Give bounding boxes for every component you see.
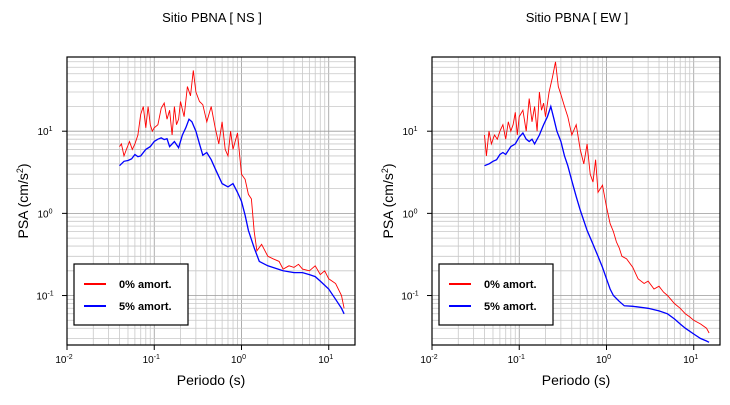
y-axis-label: PSA (cm/s2) — [380, 163, 396, 238]
y-tick-label: 101 — [37, 126, 52, 138]
chart-panel-0: Sitio PBNA [ NS ] 10-2 10-1 100 101 10-1 100 10… — [15, 10, 356, 388]
x-tick-label: 10-1 — [143, 354, 160, 366]
y-axis-label: PSA (cm/s2) — [15, 163, 31, 238]
x-tick-label: 10-1 — [508, 354, 525, 366]
series-line-5-amort- — [119, 118, 345, 315]
y-tick-label: 10-1 — [401, 291, 418, 303]
legend-label: 5% amort. — [484, 301, 537, 313]
plot-frame — [431, 56, 721, 346]
chart-panel-1: Sitio PBNA [ EW ] 10-2 10-1 100 101 10-1 100 10… — [380, 10, 721, 388]
series-line-0-amort- — [119, 70, 345, 309]
chart-title: Sitio PBNA [ EW ] — [526, 10, 629, 25]
x-tick-label: 10-2 — [55, 354, 72, 366]
legend-label: 5% amort. — [119, 301, 172, 313]
legend-box — [73, 263, 189, 326]
legend-label: 0% amort. — [484, 279, 537, 291]
series-line-5-amort- — [484, 104, 710, 343]
x-tick-label: 100 — [596, 354, 611, 366]
series-line-0-amort- — [484, 61, 710, 334]
chart-title: Sitio PBNA [ NS ] — [162, 10, 262, 25]
x-axis-label: Periodo (s) — [542, 372, 610, 388]
x-axis-label: Periodo (s) — [177, 372, 245, 388]
x-tick-label: 101 — [683, 354, 698, 366]
y-tick-label: 10-1 — [36, 291, 53, 303]
y-tick-label: 100 — [402, 208, 417, 220]
legend: 0% amort. 5% amort. — [73, 263, 189, 326]
legend-label: 0% amort. — [119, 279, 172, 291]
y-tick-label: 100 — [37, 208, 52, 220]
x-tick-label: 100 — [231, 354, 246, 366]
x-tick-label: 10-2 — [420, 354, 437, 366]
plot-frame — [66, 56, 356, 346]
y-tick-label: 101 — [402, 126, 417, 138]
legend-box — [438, 263, 554, 326]
x-tick-label: 101 — [318, 354, 333, 366]
legend: 0% amort. 5% amort. — [438, 263, 554, 326]
